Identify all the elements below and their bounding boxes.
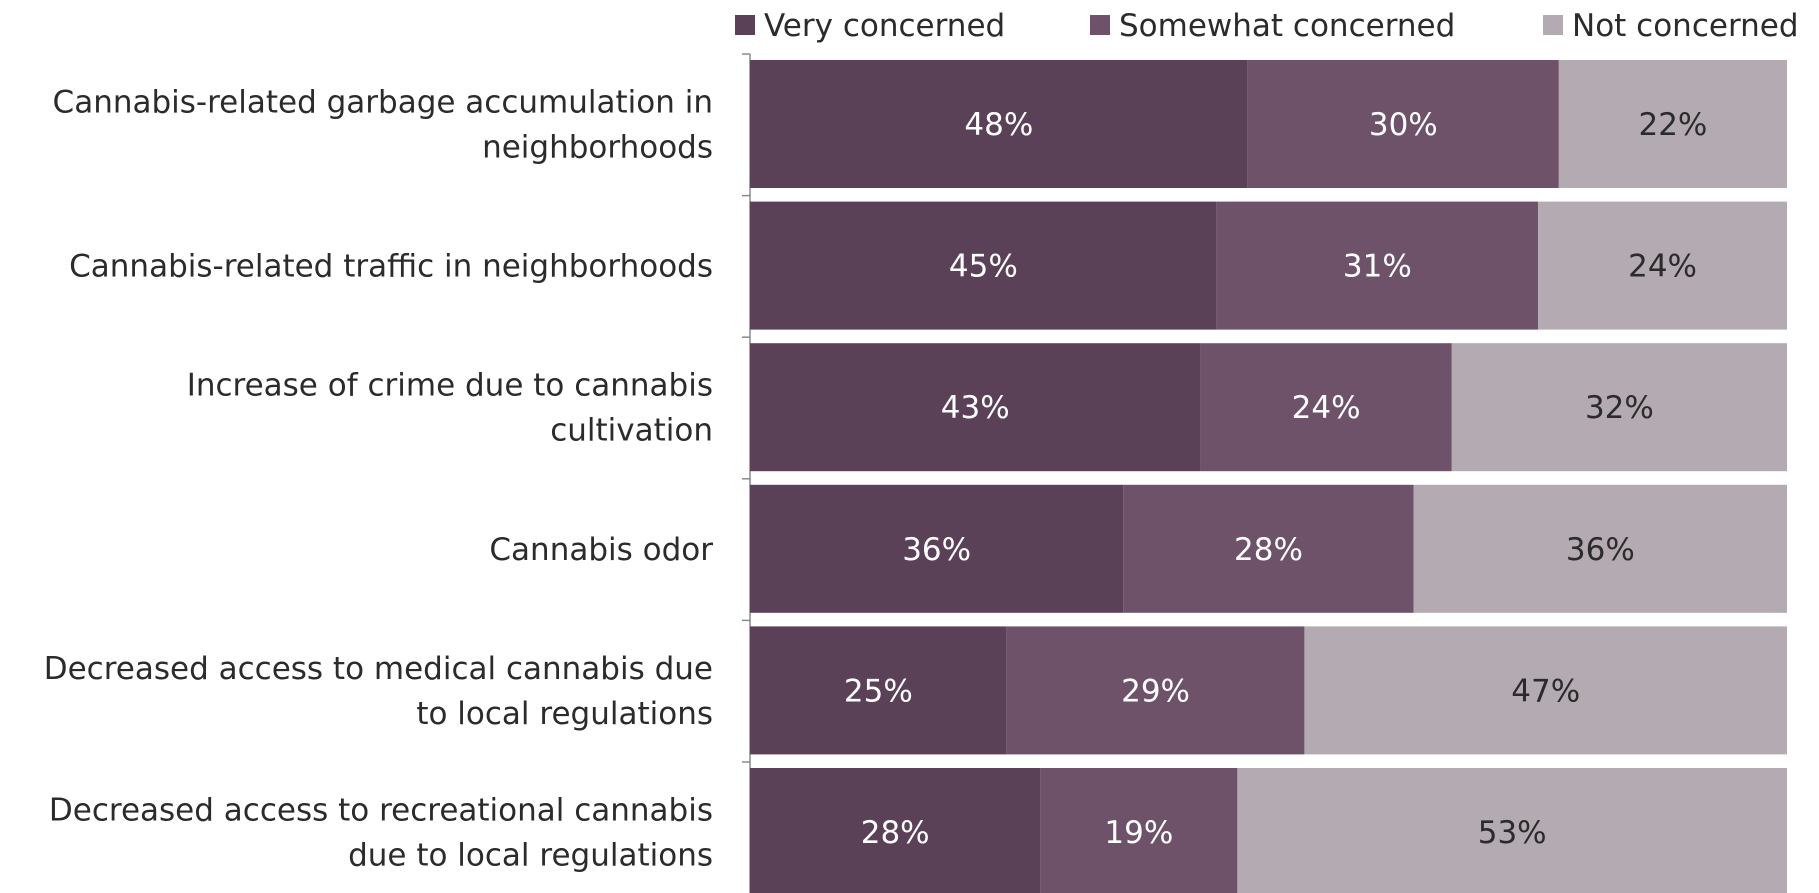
category-label-line: Decreased access to medical cannabis due: [44, 651, 713, 687]
category-label-line: Cannabis odor: [489, 532, 713, 568]
legend-swatch-1: [1090, 15, 1110, 35]
bar-segment-2-2: [1451, 343, 1787, 472]
bar-segment-5-0: [750, 768, 1041, 893]
bar-value-label-3-1: 28%: [1234, 532, 1303, 568]
bar-value-label-5-1: 19%: [1104, 815, 1173, 851]
legend: Very concerned Somewhat concerned Not conc…: [735, 8, 1799, 44]
bar-segment-0-2: [1558, 60, 1787, 188]
bar-value-label-2-0: 43%: [941, 390, 1010, 426]
legend-swatch-2: [1543, 15, 1563, 35]
legend-swatch-0: [735, 15, 755, 35]
bar-value-label-3-2: 36%: [1566, 532, 1635, 568]
category-label-line: Cannabis-related traffic in neighborhood…: [69, 249, 713, 285]
bar-value-label-5-0: 28%: [861, 815, 930, 851]
category-label-3: Cannabis odor: [489, 532, 713, 568]
bar-segment-0-1: [1247, 60, 1559, 188]
bar-value-label-3-0: 36%: [902, 532, 971, 568]
category-label-line: Decreased access to recreational cannabi…: [49, 793, 713, 829]
bar-segment-2-1: [1200, 343, 1452, 472]
category-label-line: to local regulations: [416, 696, 713, 732]
y-axis: Cannabis-related garbage accumulation in…: [44, 53, 751, 893]
category-label-line: Increase of crime due to cannabis: [187, 368, 713, 404]
category-label-4: Decreased access to medical cannabis due…: [44, 651, 713, 732]
legend-label-0: Very concerned: [764, 8, 1005, 44]
bar-value-label-4-1: 29%: [1121, 673, 1190, 709]
bar-value-label-0-2: 22%: [1638, 107, 1707, 143]
bar-segment-4-1: [1006, 626, 1305, 755]
bar-value-label-0-1: 30%: [1369, 107, 1438, 143]
bar-segment-1-0: [750, 201, 1217, 330]
bar-value-label-4-0: 25%: [844, 673, 913, 709]
category-label-line: cultivation: [550, 413, 713, 449]
bar-segment-3-2: [1413, 484, 1787, 613]
bar-segment-5-2: [1237, 768, 1787, 893]
category-label-2: Increase of crime due to cannabis cultiva…: [187, 368, 713, 449]
bar-value-label-1-2: 24%: [1628, 249, 1697, 285]
bar-value-label-0-0: 48%: [964, 107, 1033, 143]
category-label-5: Decreased access to recreational cannabi…: [49, 793, 713, 874]
category-label-1: Cannabis-related traffic in neighborhood…: [69, 249, 713, 285]
category-label-line: due to local regulations: [348, 838, 713, 874]
bar-value-label-1-1: 31%: [1343, 249, 1412, 285]
bar-value-label-2-2: 32%: [1585, 390, 1654, 426]
bar-value-label-5-2: 53%: [1478, 815, 1547, 851]
bar-value-label-1-0: 45%: [949, 249, 1018, 285]
bar-segment-3-1: [1123, 484, 1414, 613]
category-label-0: Cannabis-related garbage accumulation in…: [53, 85, 713, 166]
bar-segment-4-0: [750, 626, 1007, 755]
bar-value-label-4-2: 47%: [1511, 673, 1580, 709]
bar-segment-4-2: [1304, 626, 1787, 755]
bar-segment-3-0: [750, 484, 1124, 613]
legend-label-1: Somewhat concerned: [1119, 8, 1455, 44]
category-label-line: neighborhoods: [482, 130, 713, 166]
legend-label-2: Not concerned: [1572, 8, 1799, 44]
bars: 48% 30% 22% 45% 31% 24% 43% 24% 32% 36% 28% 36% 25% 2…: [750, 60, 1787, 893]
bar-segment-2-0: [750, 343, 1201, 472]
bar-segment-1-2: [1538, 201, 1787, 330]
bar-segment-1-1: [1216, 201, 1539, 330]
bar-value-label-2-1: 24%: [1292, 390, 1361, 426]
category-label-line: Cannabis-related garbage accumulation in: [53, 85, 713, 121]
bar-segment-5-1: [1040, 768, 1238, 893]
bar-segment-0-0: [750, 60, 1248, 188]
